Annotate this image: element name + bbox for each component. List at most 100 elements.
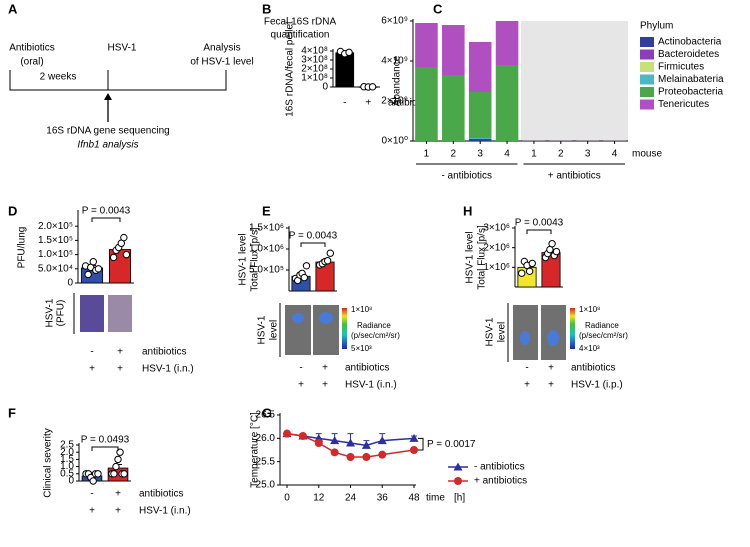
diagram-text: of HSV-1 level [190, 57, 253, 68]
p-value: P = 0.0043 [82, 206, 131, 217]
significance-bracket [91, 217, 121, 222]
x-tick-label: 1 [424, 149, 430, 160]
panel-label: H [463, 203, 472, 218]
condition-value: + [548, 380, 554, 391]
chart-title: Fecal 16S rDNA [264, 17, 337, 28]
image-label: HSV-1 [257, 315, 268, 344]
legend-label: Actinobacteria [658, 37, 722, 48]
x-tick-label: 48 [408, 493, 420, 504]
y-axis-label: Clinical severity [43, 428, 54, 497]
condition-name: antibiotics [345, 363, 389, 374]
y-tick-label: 25.5 [256, 456, 276, 467]
significance-bracket [300, 242, 326, 247]
condition-value: - [299, 363, 302, 374]
marker [283, 429, 291, 438]
marker [409, 433, 419, 442]
condition-value: + [322, 380, 328, 391]
condition-value: - [90, 347, 93, 358]
x-tick-label: 2 [558, 149, 564, 160]
legend-title: Phylum [640, 21, 673, 32]
diagram-text: 2 weeks [40, 72, 77, 83]
timeline [9, 70, 227, 91]
group-label: + antibiotics [548, 171, 601, 182]
condition-value: + [89, 364, 95, 375]
legend-marker [453, 462, 463, 471]
legend-marker [454, 477, 462, 485]
condition-name: antibiotics [139, 489, 183, 500]
legend-label: - antibiotics [474, 462, 525, 473]
y-tick-label: 1×10⁶ [483, 262, 510, 273]
bar-segment [415, 23, 438, 67]
legend-swatch [640, 49, 654, 60]
panel-label: C [433, 1, 443, 16]
condition-value: + [298, 380, 304, 391]
marker [346, 453, 355, 461]
y-tick-label: 2.0×10⁵ [38, 221, 73, 232]
data-point [323, 257, 332, 265]
panel-label: A [8, 1, 18, 16]
condition-value: + [115, 506, 121, 517]
condition-value: + [548, 363, 554, 374]
significance-bracket [526, 229, 552, 234]
x-axis-label: time [426, 493, 445, 504]
group-label: - antibiotics [441, 171, 492, 182]
legend-swatch [640, 37, 654, 47]
y-tick-label: 0 [67, 278, 73, 289]
y-tick-label: 1.5×10⁵ [38, 235, 73, 246]
image-label: (PFU) [56, 300, 67, 327]
marker [377, 436, 387, 445]
panel-label: F [8, 405, 16, 420]
data-point [326, 249, 334, 257]
y-axis-label: HSV-1 level [238, 233, 249, 285]
legend-swatch [640, 87, 654, 97]
image-signal [547, 330, 559, 346]
y-tick-label: 2.0 [60, 447, 74, 458]
color-scale [570, 308, 575, 349]
legend-label: Bacteroidetes [658, 49, 719, 60]
scale-label: (p/sec/cm²/sr) [351, 331, 400, 340]
condition-name: antibiotics [388, 98, 432, 109]
legend-swatch [640, 62, 654, 72]
y-tick-label: 25.0 [256, 480, 276, 491]
data-point [122, 250, 131, 259]
data-point [89, 477, 97, 485]
image-signal [292, 313, 304, 323]
marker [330, 436, 340, 445]
x-tick-label: 0 [284, 493, 290, 504]
y-tick-label: 3×10⁶ [483, 223, 510, 234]
image-signal [319, 312, 333, 324]
condition-value: - [90, 489, 93, 500]
scale-label: 5×10³ [351, 344, 372, 353]
bar-segment [495, 65, 519, 141]
data-point [368, 83, 377, 91]
image [80, 295, 104, 332]
scale-label: (p/sec/cm²/sr) [579, 331, 628, 340]
data-point [300, 273, 308, 282]
x-tick-label: 4 [612, 149, 618, 160]
scale-label: Radiance [357, 321, 391, 330]
y-tick-label: 1×10⁸ [301, 73, 328, 84]
diagram-text: (oral) [20, 57, 43, 68]
image [108, 295, 132, 332]
y-tick-label: 1.0×10⁶ [249, 244, 284, 255]
bar-segment [442, 25, 465, 75]
panel-label: E [262, 203, 271, 218]
condition-name: HSV-1 (i.n.) [139, 506, 191, 517]
marker [378, 450, 387, 459]
bar-segment [415, 67, 438, 141]
condition-value: + [117, 347, 123, 358]
data-point [518, 269, 526, 277]
y-tick-label: 1.0×10⁵ [38, 249, 73, 260]
y-tick-label: 26.5 [256, 410, 276, 421]
legend-label: Proteobacteria [658, 87, 723, 98]
y-axis-label: 16S rDNA/fecal pellet [285, 21, 296, 117]
data-point [120, 470, 128, 478]
condition-value: - [343, 98, 346, 109]
condition-value: + [365, 98, 371, 109]
data-point [112, 462, 120, 471]
x-tick-label: 3 [477, 149, 483, 160]
legend-swatch [640, 99, 654, 110]
chart-title: quantification [271, 30, 330, 41]
bar-segment [468, 138, 492, 139]
